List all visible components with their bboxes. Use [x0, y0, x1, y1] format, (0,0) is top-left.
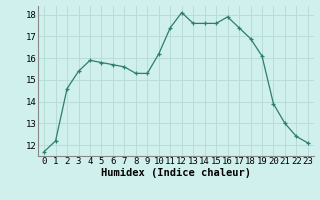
X-axis label: Humidex (Indice chaleur): Humidex (Indice chaleur)	[101, 168, 251, 178]
